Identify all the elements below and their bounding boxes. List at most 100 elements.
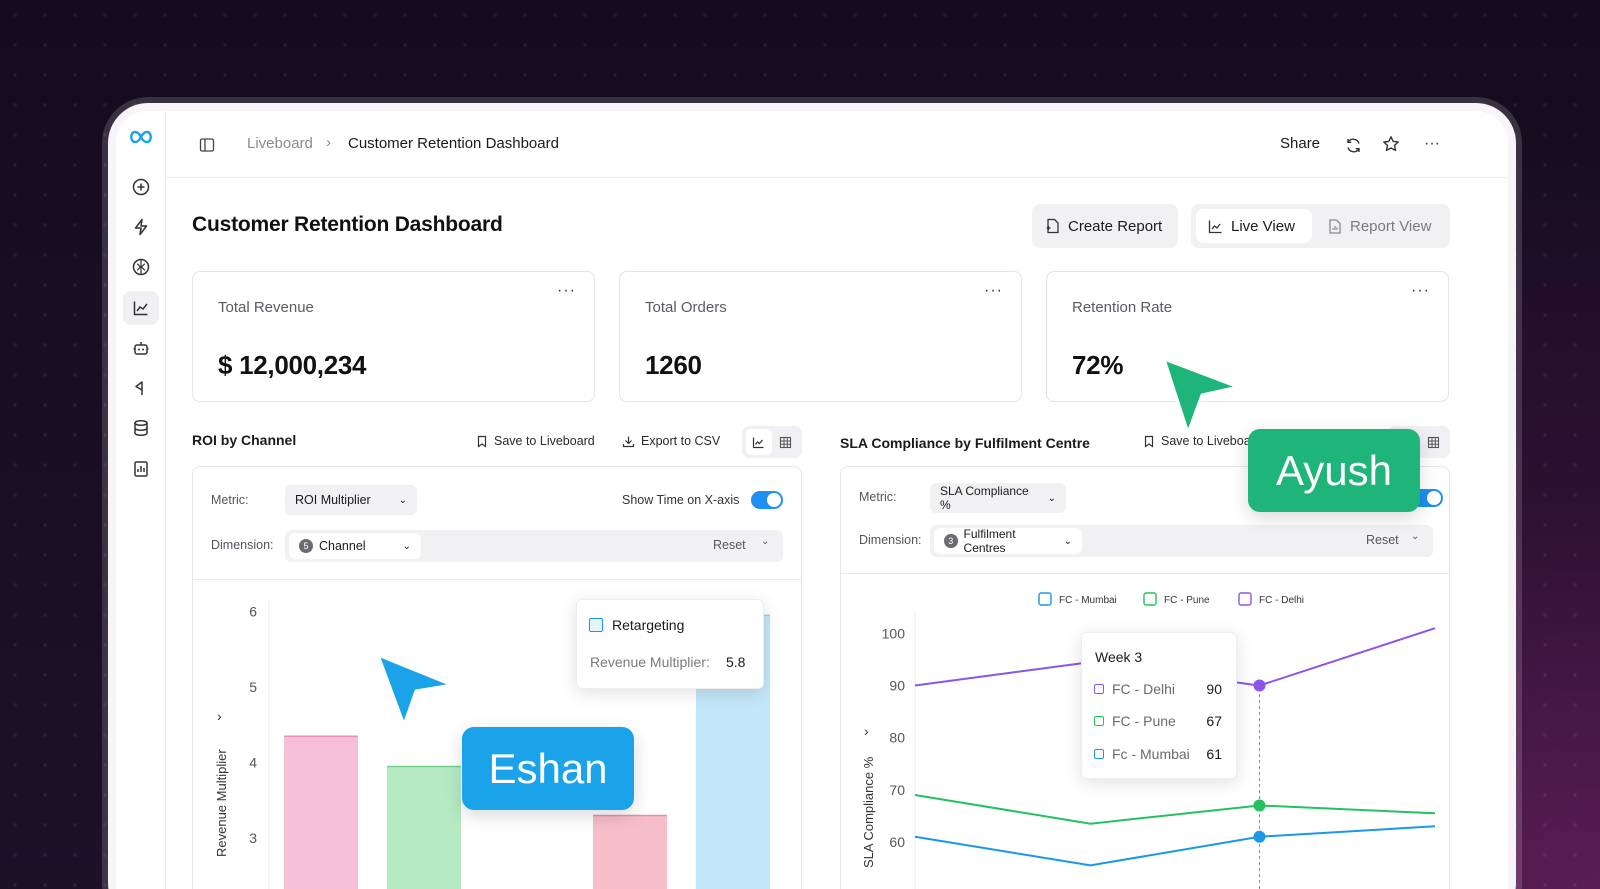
app-window: Liveboard › Customer Retention Dashboard… <box>116 111 1508 889</box>
series-swatch <box>1094 749 1104 759</box>
time-toggle-label: Show Time on X-axis <box>622 493 740 507</box>
reset-button[interactable]: Reset <box>713 538 746 552</box>
save-to-liveboard-button[interactable]: Save to Liveboard <box>476 434 595 448</box>
dimension-value: Fulfilment Centres <box>963 527 1016 555</box>
highlight-point <box>1253 799 1266 812</box>
share-button[interactable]: Share <box>1280 135 1321 152</box>
sla-section-title: SLA Compliance by Fulfilment Centre <box>840 435 1090 451</box>
series-line <box>914 825 1436 867</box>
flag-icon[interactable] <box>123 371 159 405</box>
database-icon[interactable] <box>123 411 159 445</box>
page-title: Customer Retention Dashboard <box>192 213 503 236</box>
y-axis-label: SLA Compliance % <box>861 756 876 868</box>
plus-circle-icon[interactable] <box>123 170 159 204</box>
report-view-tab[interactable]: Report View <box>1316 209 1446 243</box>
sla-line-chart: 60 70 80 90 100 SLA Compliance % › FC - Mumbai F… <box>861 592 1436 889</box>
tooltip-row-label: FC - Pune <box>1112 713 1176 729</box>
chevron-down-icon[interactable]: ⌄ <box>761 536 770 547</box>
chevron-down-icon[interactable]: ⌄ <box>1411 531 1420 542</box>
more-options-icon[interactable]: ··· <box>984 282 1003 299</box>
ayush-cursor-label: Ayush <box>1248 429 1420 512</box>
kpi-value: 1260 <box>645 350 702 380</box>
dimension-select[interactable]: 5 Channel ⌄ <box>289 533 421 559</box>
y-tick-label: 80 <box>889 730 905 746</box>
eshan-cursor-label: Eshan <box>462 727 634 810</box>
chart-icon[interactable] <box>123 291 159 325</box>
dimension-count-badge: 5 <box>299 539 313 553</box>
y-tick-label: 4 <box>249 755 257 771</box>
chevron-right-icon: › <box>217 708 222 724</box>
refresh-icon[interactable] <box>1344 136 1362 154</box>
star-icon[interactable] <box>1382 135 1400 153</box>
report-doc-icon <box>1329 218 1341 234</box>
kpi-total-revenue[interactable]: Total Revenue $ 12,000,234 ··· <box>192 271 595 402</box>
live-view-tab[interactable]: Live View <box>1196 209 1312 243</box>
sidebar <box>116 111 166 889</box>
y-tick-label: 100 <box>882 625 906 641</box>
metric-select[interactable]: SLA Compliance % ⌄ <box>930 483 1066 513</box>
save-to-liveboard-button[interactable]: Save to Liveboa <box>1143 434 1251 448</box>
legend-label: FC - Pune <box>1164 595 1210 606</box>
robot-icon[interactable] <box>123 331 159 365</box>
tooltip-title: Week 3 <box>1095 649 1143 665</box>
dimension-label: Dimension: <box>211 538 274 552</box>
chart-bar <box>387 766 461 889</box>
metric-value: SLA Compliance % <box>940 484 1029 512</box>
tooltip-row-label: Fc - Mumbai <box>1112 746 1190 762</box>
create-report-label: Create Report <box>1068 217 1163 235</box>
y-tick-label: 60 <box>889 834 905 850</box>
report-view-label: Report View <box>1350 217 1432 235</box>
table-view-icon[interactable] <box>773 429 799 455</box>
legend-label: FC - Mumbai <box>1059 595 1117 606</box>
chevron-right-icon: › <box>864 723 869 739</box>
tooltip-row-mumbai: Fc - Mumbai 61 <box>1094 746 1222 762</box>
tooltip-row-delhi: FC - Delhi 90 <box>1094 681 1222 697</box>
chevron-down-icon: ⌄ <box>402 540 411 552</box>
dimension-count-badge: 3 <box>944 534 958 548</box>
tooltip-row-value: 67 <box>1206 713 1222 729</box>
dimension-select[interactable]: 3 Fulfilment Centres ⌄ <box>934 527 1082 555</box>
series-line <box>914 794 1436 825</box>
chevron-down-icon: ⌄ <box>1063 535 1072 547</box>
logo-icon[interactable] <box>123 120 159 154</box>
kpi-label: Retention Rate <box>1072 299 1173 316</box>
chart-bar <box>593 815 667 889</box>
time-axis-switch[interactable] <box>751 491 783 509</box>
metric-label: Metric: <box>859 490 897 504</box>
download-icon <box>622 436 635 447</box>
bolt-icon[interactable] <box>123 210 159 244</box>
more-options-icon[interactable]: ··· <box>557 282 576 299</box>
line-chart-icon <box>1208 220 1222 233</box>
sidebar-toggle-icon[interactable] <box>198 136 216 154</box>
more-options-icon[interactable]: ··· <box>1424 135 1440 152</box>
report-icon[interactable] <box>123 452 159 486</box>
tooltip-row-value: 61 <box>1206 746 1222 762</box>
kpi-label: Total Revenue <box>218 299 314 316</box>
brain-icon[interactable] <box>123 250 159 284</box>
roi-section-title: ROI by Channel <box>192 432 297 448</box>
breadcrumb-liveboard[interactable]: Liveboard <box>247 135 313 152</box>
chevron-down-icon: ⌄ <box>1047 492 1056 504</box>
chart-bar <box>284 736 358 889</box>
more-options-icon[interactable]: ··· <box>1411 282 1430 299</box>
reset-button[interactable]: Reset <box>1366 533 1399 547</box>
legend-swatch <box>1038 592 1052 606</box>
table-view-icon[interactable] <box>1420 429 1446 455</box>
bar-tooltip: Retargeting Revenue Multiplier: 5.8 <box>576 599 764 689</box>
dimension-label: Dimension: <box>859 533 922 547</box>
series-swatch <box>1094 684 1104 694</box>
create-report-button[interactable]: Create Report <box>1032 204 1178 248</box>
breadcrumb-current: Customer Retention Dashboard <box>348 135 559 152</box>
metric-select[interactable]: ROI Multiplier ⌄ <box>285 485 417 515</box>
kpi-total-orders[interactable]: Total Orders 1260 ··· <box>619 271 1022 402</box>
legend-swatch <box>1238 592 1252 606</box>
export-csv-button[interactable]: Export to CSV <box>622 434 720 448</box>
tooltip-row-label: FC - Delhi <box>1112 681 1176 697</box>
legend-swatch <box>1143 592 1157 606</box>
kpi-retention-rate[interactable]: Retention Rate 72% ··· <box>1046 271 1449 402</box>
save-to-liveboard-label: Save to Liveboa <box>1161 434 1251 448</box>
roi-chart-panel: Metric: ROI Multiplier ⌄ Show Time on X-… <box>192 466 802 889</box>
y-tick-label: 5 <box>249 679 257 695</box>
ayush-cursor-icon <box>1162 357 1240 435</box>
chart-view-icon[interactable] <box>745 429 772 455</box>
